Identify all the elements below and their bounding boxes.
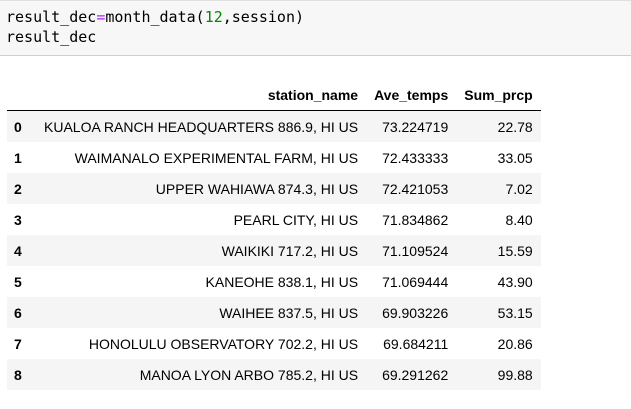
row-index: 6 [14,304,22,321]
code-editor[interactable]: result_dec=month_data(12,session) result… [6,7,304,47]
cell-sum-prcp: 20.86 [497,335,533,352]
table-row: 0 KUALOA RANCH HEADQUARTERS 886.9, HI US 7… [7,110,541,142]
cell-ave-temps: 71.109524 [382,242,449,259]
cell-ave-temps: 71.834862 [382,211,449,228]
cell-ave-temps: 72.421053 [382,180,449,197]
cell-station-name: MANOA LYON ARBO 785.2, HI US [139,366,359,383]
code-operator: = [96,8,106,26]
cell-ave-temps: 71.069444 [382,273,449,290]
cell-ave-temps: 72.433333 [382,149,449,166]
column-header-station-name: station_name [36,80,367,111]
table-row: 5 KANEOHE 838.1, HI US 71.069444 43.90 [7,266,541,297]
row-index: 7 [14,335,22,352]
code-number: 12 [204,8,223,26]
row-index: 8 [14,366,22,383]
table-header-row: station_name Ave_temps Sum_prcp [7,80,541,111]
cell-ave-temps: 69.903226 [382,304,449,321]
cell-station-name: HONOLULU OBSERVATORY 702.2, HI US [88,335,359,352]
code-input-cell[interactable]: result_dec=month_data(12,session) result… [0,0,631,56]
table-row: 7 HONOLULU OBSERVATORY 702.2, HI US 69.684… [7,328,541,359]
cell-ave-temps: 69.291262 [382,366,449,383]
code-function: month_data( [105,8,205,26]
cell-sum-prcp: 53.15 [497,304,533,321]
table-row: 2 UPPER WAHIAWA 874.3, HI US 72.421053 7.02 [7,173,541,204]
cell-sum-prcp: 8.40 [505,211,533,228]
table-row: 6 WAIHEE 837.5, HI US 69.903226 53.15 [7,297,541,328]
cell-sum-prcp: 43.90 [497,273,533,290]
cell-station-name: UPPER WAHIAWA 874.3, HI US [155,180,359,197]
code-variable: result_dec [6,8,97,26]
cell-station-name: KANEOHE 838.1, HI US [205,273,359,290]
column-header-sum-prcp: Sum_prcp [456,80,541,111]
cell-sum-prcp: 7.02 [505,180,533,197]
cell-sum-prcp: 33.05 [497,149,533,166]
row-index: 5 [14,273,22,290]
cell-station-name: KUALOA RANCH HEADQUARTERS 886.9, HI US [44,118,359,135]
cell-ave-temps: 73.224719 [382,118,449,135]
cell-station-name: WAIHEE 837.5, HI US [219,304,359,321]
cell-ave-temps: 69.684211 [383,335,449,352]
row-index: 3 [14,211,22,228]
table-row: 8 MANOA LYON ARBO 785.2, HI US 69.291262 99… [7,359,541,390]
code-line-2: result_dec [6,28,97,46]
column-header-ave-temps: Ave_temps [366,80,457,111]
dataframe-table: station_name Ave_temps Sum_prcp 0 KUALOA … [7,80,541,390]
cell-station-name: PEARL CITY, HI US [233,211,359,228]
cell-sum-prcp: 22.78 [497,118,533,135]
row-index: 2 [14,180,22,197]
table-row: 4 WAIKIKI 717.2, HI US 71.109524 15.59 [7,235,541,266]
table-row: 3 PEARL CITY, HI US 71.834862 8.40 [7,204,541,235]
index-header [7,80,36,111]
row-index: 4 [14,242,22,259]
row-index: 1 [14,149,22,166]
output-area: station_name Ave_temps Sum_prcp 0 KUALOA … [7,80,541,390]
cell-sum-prcp: 15.59 [497,242,533,259]
cell-station-name: WAIKIKI 717.2, HI US [221,242,359,259]
cell-station-name: WAIMANALO EXPERIMENTAL FARM, HI US [74,149,359,166]
table-row: 1 WAIMANALO EXPERIMENTAL FARM, HI US 72.43… [7,142,541,173]
cell-sum-prcp: 99.88 [497,366,533,383]
row-index: 0 [14,118,22,135]
code-args: ,session) [222,8,305,26]
